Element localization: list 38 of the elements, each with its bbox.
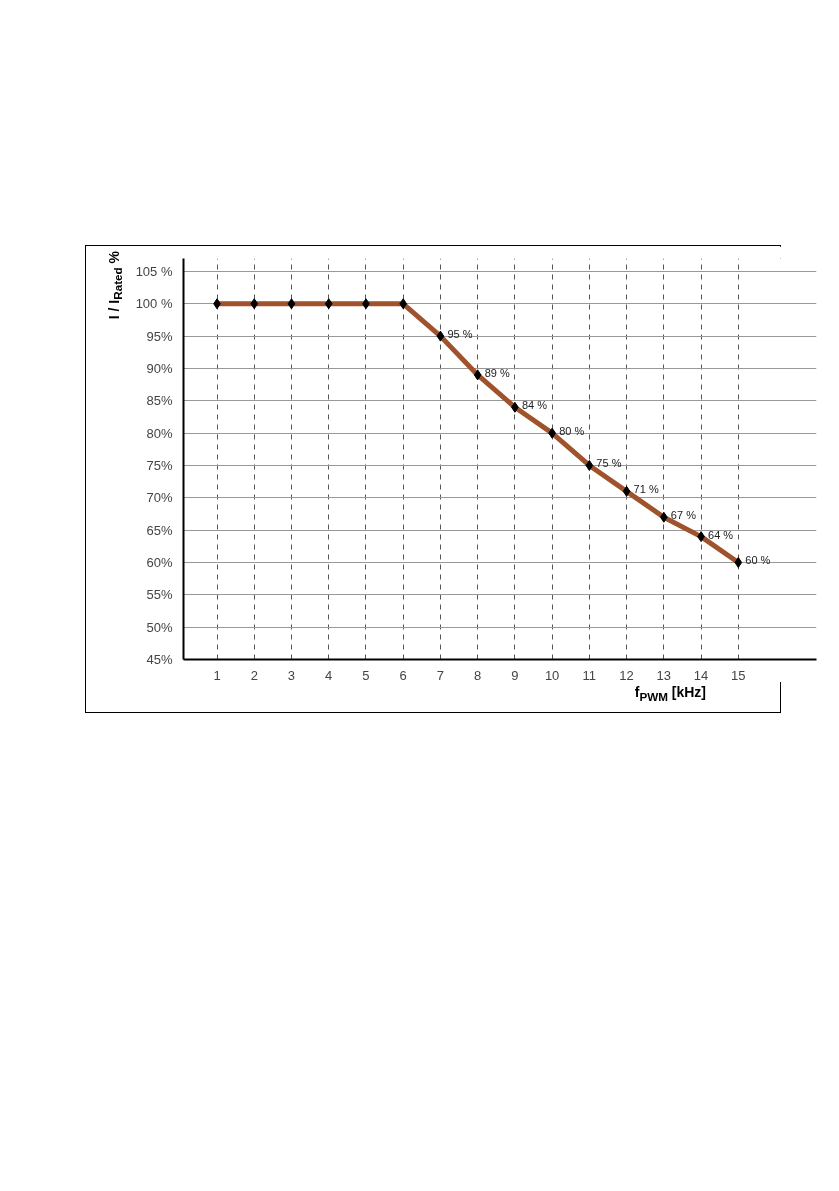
x-tick-label: 6 [399, 667, 407, 683]
x-tick-label: 15 [731, 667, 746, 683]
data-label: 95 % [447, 328, 473, 341]
y-tick-label: 60% [146, 554, 173, 570]
x-tick-label: 4 [325, 667, 333, 683]
x-tick-label: 2 [250, 667, 258, 683]
x-tick-label: 5 [362, 667, 370, 683]
y-tick-label: 70% [146, 490, 173, 506]
y-tick-label: 45% [146, 652, 173, 667]
y-tick-label: 85% [146, 393, 173, 409]
data-label: 89 % [484, 366, 510, 379]
y-tick-label: 80% [146, 425, 173, 441]
x-tick-label: 1 [213, 667, 221, 683]
x-tick-label: 9 [511, 667, 519, 683]
data-label: 84 % [521, 399, 548, 412]
x-tick-label: 7 [436, 667, 445, 683]
x-tick-label: 11 [582, 667, 597, 683]
data-label: 80 % [559, 425, 585, 438]
y-tick-label: 100 % [135, 296, 173, 312]
y-tick-label: 105 % [135, 263, 173, 279]
y-tick-label: 90% [146, 360, 173, 376]
y-tick-label: 55% [146, 587, 173, 603]
y-tick-label: 75% [146, 457, 173, 473]
x-tick-label: 14 [693, 667, 709, 683]
data-label: 67 % [670, 509, 697, 522]
y-tick-label: 95% [146, 328, 173, 344]
x-tick-label: 8 [474, 667, 482, 683]
x-tick-label: 13 [656, 667, 672, 683]
x-tick-label: 10 [544, 667, 560, 683]
x-tick-label: 12 [619, 667, 634, 683]
x-axis-title: f$_{PWM}$ [kHz] [634, 683, 706, 705]
data-label: 75 % [596, 457, 622, 470]
y-tick-label: 65% [146, 522, 173, 538]
y-tick-label: 50% [146, 619, 173, 635]
x-tick-label: 3 [287, 667, 296, 683]
data-label: 71 % [633, 483, 659, 496]
data-label: 64 % [708, 528, 734, 541]
data-label: 60 % [745, 554, 771, 567]
